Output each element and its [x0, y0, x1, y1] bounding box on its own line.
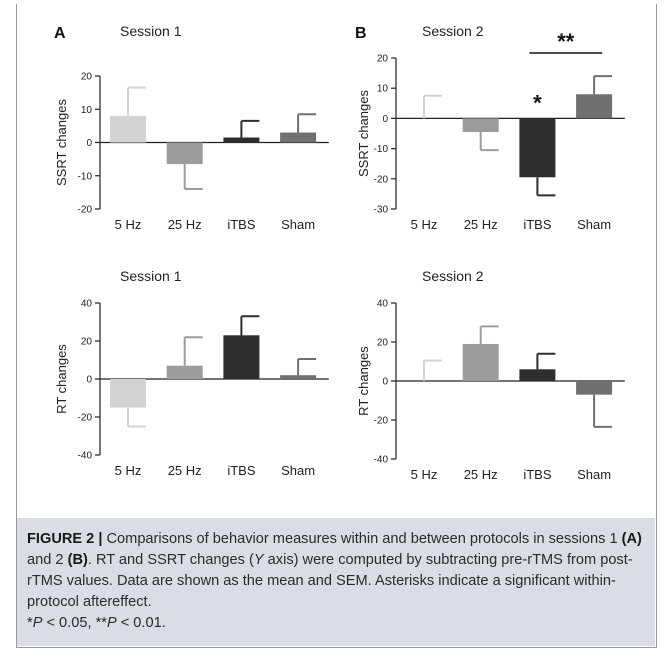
caption-axis-letter: Y — [253, 552, 264, 568]
x-tick-label: 5 Hz — [411, 467, 438, 482]
y-tick-label: 20 — [81, 337, 93, 348]
significance-mark: ** — [557, 29, 575, 54]
x-tick-label: 25 Hz — [168, 217, 202, 232]
figure-caption: FIGURE 2 | Comparisons of behavior measu… — [27, 529, 649, 634]
x-tick-label: 25 Hz — [464, 467, 498, 482]
x-tick-label: 5 Hz — [115, 463, 142, 478]
bar-3 — [280, 132, 317, 143]
bar-0 — [110, 115, 146, 143]
caption-box: FIGURE 2 | Comparisons of behavior measu… — [17, 518, 655, 646]
bar-1 — [166, 142, 203, 165]
caption-label: FIGURE 2 | — [27, 531, 103, 547]
bar-1 — [462, 343, 499, 381]
y-tick-label: -20 — [78, 205, 93, 216]
y-tick-label: -40 — [374, 455, 389, 466]
x-tick-label: iTBS — [227, 217, 256, 232]
bar-2 — [223, 335, 260, 379]
bar-2 — [519, 369, 556, 381]
y-axis-label: SSRT changes — [54, 99, 69, 186]
y-tick-label: 0 — [382, 377, 388, 388]
panel-title: Session 1 — [120, 268, 182, 284]
y-tick-label: 0 — [382, 114, 388, 125]
y-axis-label: SSRT changes — [356, 90, 371, 177]
y-tick-label: 20 — [81, 72, 93, 83]
caption-text-1: Comparisons of behavior measures within … — [102, 531, 622, 547]
caption-text-2: and 2 — [27, 552, 68, 568]
y-tick-label: -20 — [78, 413, 93, 424]
bar-1 — [462, 118, 499, 132]
y-tick-label: -20 — [374, 416, 389, 427]
panel-title: Session 1 — [120, 23, 182, 39]
y-tick-label: 40 — [377, 299, 389, 310]
y-tick-label: 10 — [377, 84, 389, 95]
caption-ref-b: (B) — [67, 552, 88, 568]
y-tick-label: 0 — [86, 138, 92, 149]
x-tick-label: 25 Hz — [168, 463, 202, 478]
caption-sig2-p: P — [106, 615, 117, 631]
y-tick-label: -20 — [374, 174, 389, 185]
caption-sig1-mark: * — [27, 615, 33, 631]
y-tick-label: -30 — [374, 205, 389, 216]
y-tick-label: 10 — [81, 105, 93, 116]
y-tick-label: 40 — [81, 299, 93, 310]
y-axis-label: RT changes — [54, 344, 69, 414]
x-tick-label: 5 Hz — [115, 217, 142, 232]
caption-sig2-mark: ** — [95, 615, 107, 631]
x-tick-label: Sham — [281, 217, 315, 232]
x-tick-label: iTBS — [523, 217, 552, 232]
y-tick-label: -10 — [78, 171, 93, 182]
y-tick-label: 0 — [86, 375, 92, 386]
bar-3 — [576, 94, 613, 119]
bar-0 — [110, 379, 146, 408]
bar-2 — [223, 137, 260, 143]
panel-letter: B — [355, 25, 367, 42]
bar-2 — [519, 118, 556, 178]
caption-text-4: axis) were computed by subtracting pre-r… — [27, 552, 633, 610]
x-tick-label: 25 Hz — [464, 217, 498, 232]
figure-frame — [16, 4, 657, 648]
y-tick-label: -10 — [374, 144, 389, 155]
bar-3 — [280, 375, 317, 379]
charts-svg: A Session 1 -20 -10 0 10 20 SSRT changes 5 Hz 25 … — [54, 23, 625, 482]
y-tick-label: 20 — [377, 338, 389, 349]
y-tick-label: 20 — [377, 54, 389, 65]
y-tick-label: -40 — [78, 451, 93, 462]
y-axis-label: RT changes — [356, 346, 371, 416]
significance-mark: * — [533, 90, 542, 115]
panel-title: Session 2 — [422, 23, 484, 39]
caption-ref-a: (A) — [621, 531, 642, 547]
bar-3 — [576, 381, 613, 395]
x-tick-label: iTBS — [523, 467, 552, 482]
x-tick-label: Sham — [577, 467, 611, 482]
panel-title: Session 2 — [422, 268, 484, 284]
x-tick-label: iTBS — [227, 463, 256, 478]
x-tick-label: Sham — [281, 463, 315, 478]
caption-sig1-text: < 0.05, — [42, 615, 96, 631]
caption-sig2-text: < 0.01. — [116, 615, 166, 631]
caption-sig1-p: P — [32, 615, 43, 631]
bar-1 — [166, 365, 203, 379]
x-tick-label: 5 Hz — [411, 217, 438, 232]
x-tick-label: Sham — [577, 217, 611, 232]
caption-text-3: . RT and SSRT changes ( — [87, 552, 254, 568]
panel-letter: A — [54, 25, 66, 42]
